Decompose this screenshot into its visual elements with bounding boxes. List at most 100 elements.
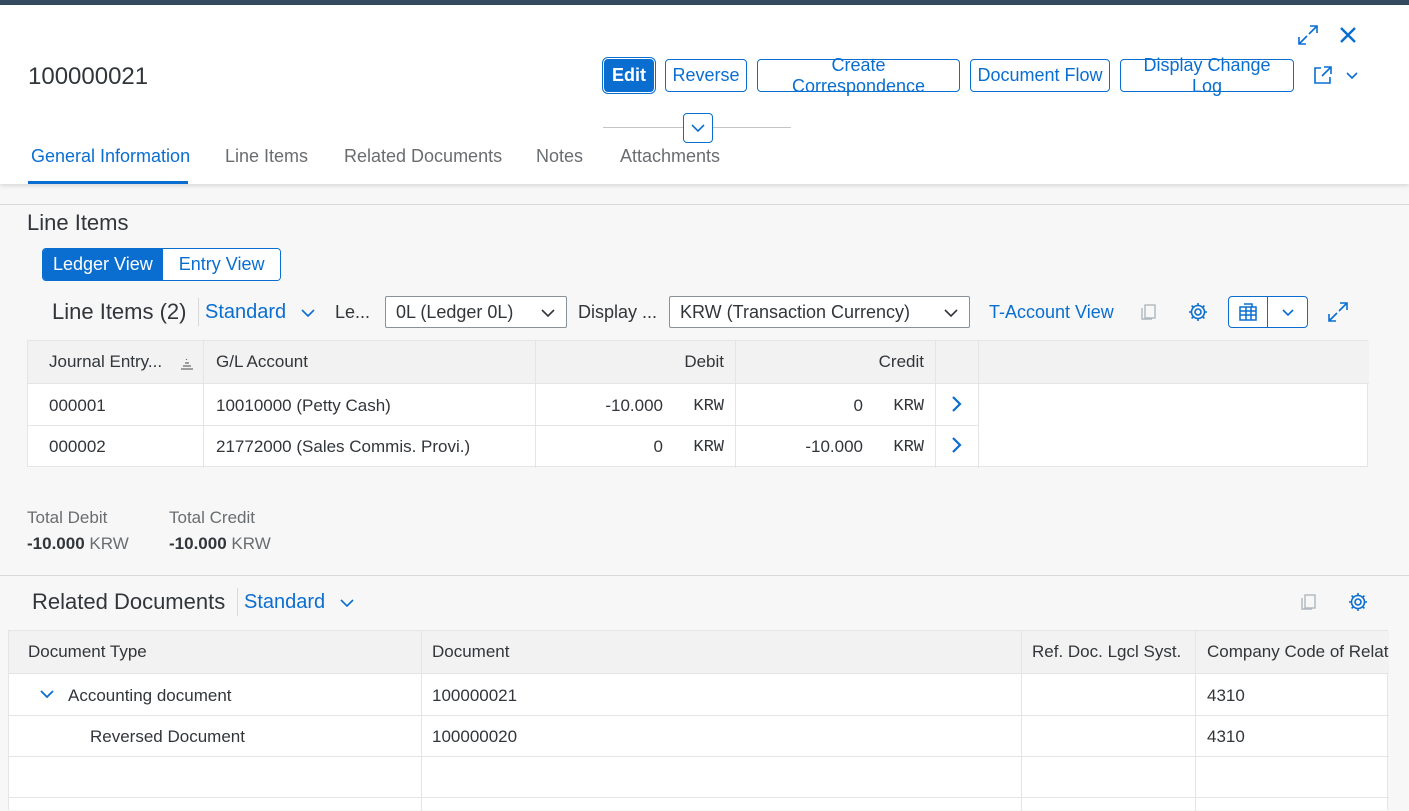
- col-divider: [1195, 631, 1196, 811]
- line-items-table: Journal Entry... G/L Account Debit Credi…: [27, 340, 1369, 468]
- currency-select[interactable]: KRW (Transaction Currency): [669, 296, 970, 328]
- toolbar-divider: [237, 588, 238, 616]
- total-debit-label: Total Debit: [27, 508, 108, 527]
- total-debit-amount: -10.000: [27, 534, 85, 553]
- total-credit-amount: -10.000: [169, 534, 227, 553]
- tab-related-documents[interactable]: Related Documents: [344, 146, 503, 166]
- tab-notes[interactable]: Notes: [536, 146, 584, 166]
- entry-view-button[interactable]: Entry View: [162, 249, 281, 280]
- col-document-header[interactable]: Document: [432, 642, 510, 661]
- section-separator: [0, 204, 1409, 205]
- document-type-cell: Reversed Document: [90, 727, 245, 746]
- total-credit-value: -10.000 KRW: [169, 534, 271, 554]
- display-change-log-button[interactable]: Display Change Log: [1120, 55, 1294, 96]
- row-divider: [9, 715, 1389, 716]
- collapse-header-icon[interactable]: [683, 113, 713, 143]
- table-fullscreen-icon[interactable]: [1322, 296, 1354, 328]
- col-ref-doc-system-header[interactable]: Ref. Doc. Lgcl Syst.: [1032, 642, 1182, 661]
- col-debit-header[interactable]: Debit: [684, 352, 724, 371]
- debit-amount-cell: -10.000: [605, 396, 663, 415]
- row-divider: [28, 383, 1369, 384]
- related-variant-chevron-down-icon: [340, 599, 354, 607]
- ledger-filter-label: Le...: [335, 302, 371, 322]
- row-divider: [9, 756, 1389, 757]
- related-documents-title: Related Documents: [32, 589, 226, 614]
- credit-currency-cell: KRW: [893, 438, 924, 457]
- document-type-cell: Accounting document: [68, 686, 232, 705]
- shell-top-bar: [0, 0, 1409, 5]
- total-credit-label: Total Credit: [169, 508, 255, 527]
- toolbar-divider: [198, 298, 199, 326]
- sort-ascending-icon: [181, 359, 193, 370]
- journal-entry-cell: 000001: [49, 396, 106, 415]
- copy-icon[interactable]: [1132, 296, 1164, 328]
- debit-amount-cell: 0: [653, 437, 663, 456]
- debit-currency-cell: KRW: [693, 397, 724, 416]
- related-documents-table-header: [9, 631, 1389, 673]
- edit-button[interactable]: Edit: [604, 59, 654, 92]
- col-gl-account-header[interactable]: G/L Account: [216, 352, 308, 371]
- company-code-cell: 4310: [1207, 727, 1245, 746]
- col-company-code-header[interactable]: Company Code of Relat: [1207, 642, 1389, 661]
- col-document-type-header[interactable]: Document Type: [28, 642, 147, 661]
- line-items-section-title: Line Items: [27, 210, 129, 235]
- document-cell: 100000021: [432, 686, 518, 705]
- total-debit-value: -10.000 KRW: [27, 534, 129, 554]
- row-divider: [9, 673, 1389, 674]
- journal-entry-cell: 000002: [49, 437, 106, 456]
- tree-expand-chevron-down-icon[interactable]: [39, 686, 55, 707]
- settings-gear-icon[interactable]: [1182, 296, 1214, 328]
- object-page-header: 100000021 Edit Reverse Create Correspond…: [0, 5, 1409, 184]
- export-to-spreadsheet-icon[interactable]: [1229, 297, 1268, 327]
- debit-currency-cell: KRW: [693, 438, 724, 457]
- row-navigation-chevron-right-icon[interactable]: [947, 435, 965, 460]
- currency-select-chevron-down-icon: [944, 309, 958, 318]
- col-divider: [935, 341, 936, 468]
- col-credit-header[interactable]: Credit: [878, 352, 924, 371]
- related-variant-management-button[interactable]: Standard: [244, 591, 355, 614]
- tab-general-information[interactable]: General Information: [31, 146, 191, 166]
- col-divider: [1021, 631, 1022, 811]
- ledger-select-value: 0L (Ledger 0L): [396, 301, 514, 322]
- total-debit-currency: KRW: [89, 534, 129, 553]
- header-collapse-divider-left: [603, 127, 683, 128]
- credit-amount-cell: -10.000: [805, 437, 863, 456]
- enter-fullscreen-icon[interactable]: [1294, 21, 1322, 49]
- line-items-table-title: Line Items (2): [52, 299, 187, 324]
- reverse-button[interactable]: Reverse: [665, 59, 747, 92]
- col-divider: [421, 631, 422, 811]
- header-collapse-divider-right: [713, 127, 791, 128]
- related-settings-gear-icon[interactable]: [1342, 586, 1374, 618]
- create-correspondence-button[interactable]: Create Correspondence: [757, 55, 960, 96]
- row-navigation-chevron-right-icon[interactable]: [947, 394, 965, 419]
- variant-label: Standard: [205, 301, 287, 323]
- t-account-view-link[interactable]: T-Account View: [989, 302, 1114, 322]
- col-journal-entry-header[interactable]: Journal Entry...: [49, 352, 163, 371]
- close-icon[interactable]: [1334, 21, 1362, 49]
- related-documents-table: Document Type Document Ref. Doc. Lgcl Sy…: [8, 630, 1389, 811]
- gl-account-link[interactable]: 21772000 (Sales Commis. Provi.): [216, 437, 471, 456]
- tab-line-items[interactable]: Line Items: [225, 146, 309, 166]
- share-icon[interactable]: [1309, 61, 1337, 89]
- ledger-select[interactable]: 0L (Ledger 0L): [385, 296, 567, 328]
- export-split-button: [1228, 296, 1308, 328]
- related-copy-icon[interactable]: [1292, 586, 1324, 618]
- credit-currency-cell: KRW: [893, 397, 924, 416]
- variant-management-button[interactable]: Standard: [205, 301, 316, 324]
- gl-account-link[interactable]: 10010000 (Petty Cash): [216, 396, 391, 415]
- share-menu-chevron-down-icon[interactable]: [1338, 61, 1366, 89]
- document-flow-button[interactable]: Document Flow: [970, 59, 1110, 92]
- export-menu-chevron-down-icon[interactable]: [1268, 297, 1307, 327]
- active-tab-indicator: [28, 181, 188, 184]
- credit-amount-cell: 0: [853, 396, 863, 415]
- display-currency-label: Display ...: [578, 302, 658, 322]
- company-code-cell: 4310: [1207, 686, 1245, 705]
- document-number-title: 100000021: [28, 63, 149, 90]
- tab-attachments[interactable]: Attachments: [620, 146, 721, 166]
- reversed-document-link[interactable]: 100000020: [432, 727, 518, 746]
- ledger-view-button[interactable]: Ledger View: [43, 249, 163, 280]
- currency-select-value: KRW (Transaction Currency): [680, 301, 911, 322]
- row-divider: [9, 797, 1389, 798]
- col-divider: [535, 341, 536, 468]
- row-divider: [28, 425, 978, 426]
